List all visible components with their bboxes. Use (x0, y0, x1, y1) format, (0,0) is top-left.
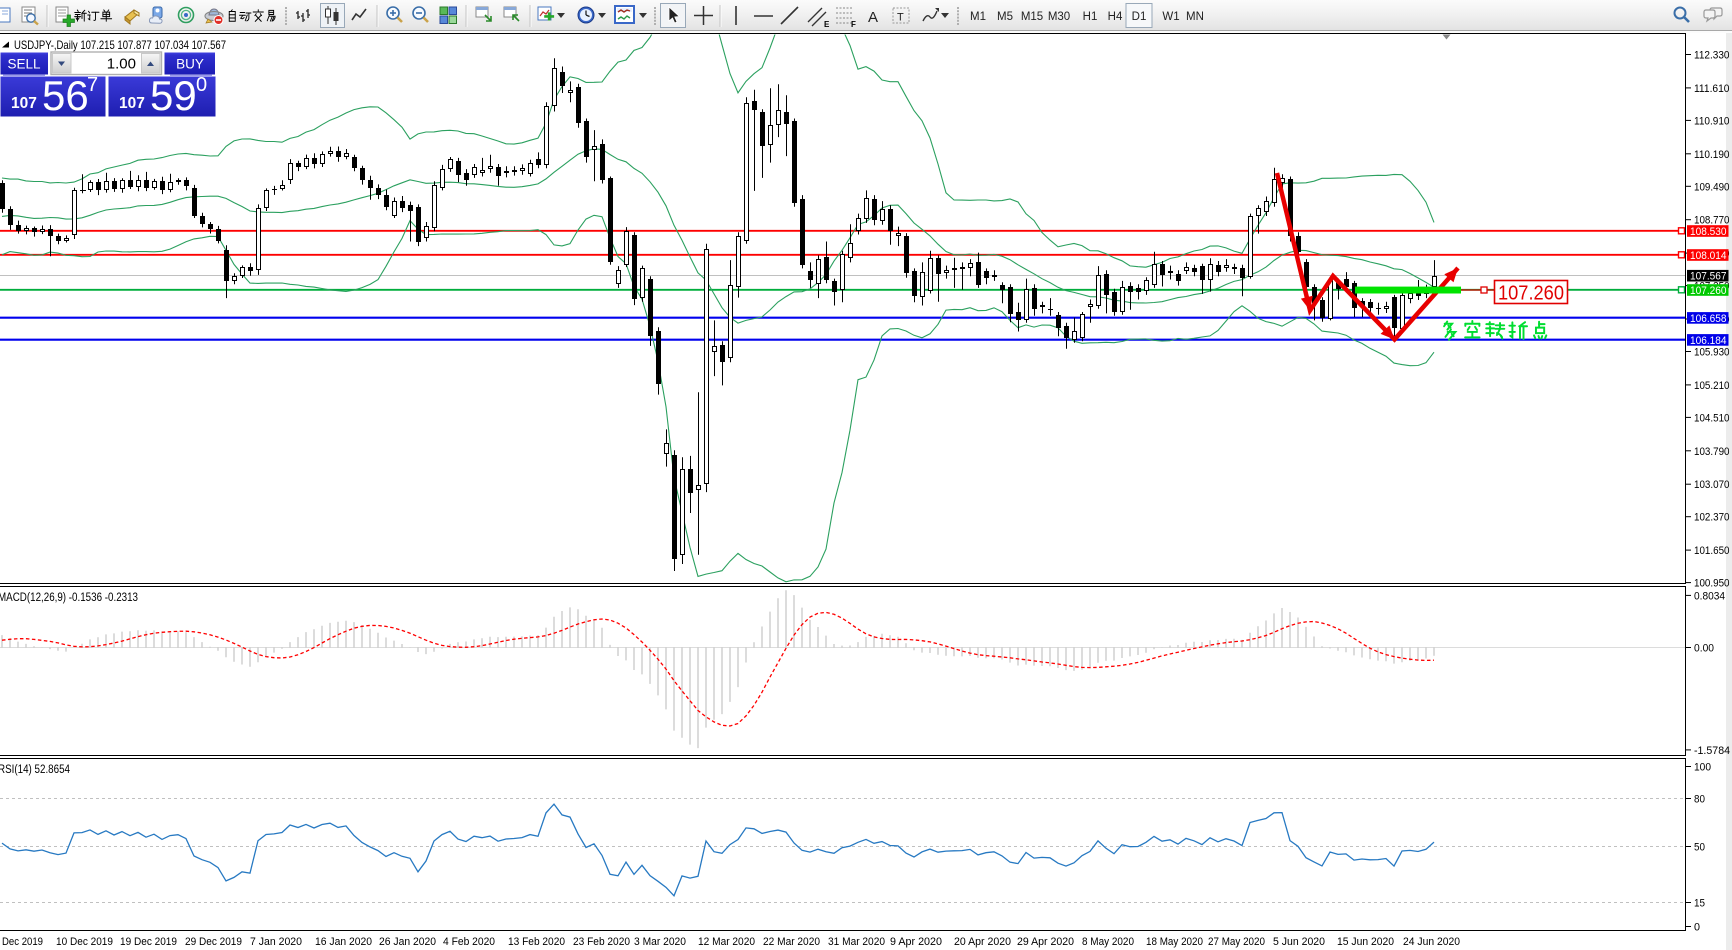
svg-text:1.00: 1.00 (107, 56, 136, 73)
svg-text:29 Apr 2020: 29 Apr 2020 (1017, 936, 1074, 948)
svg-text:107.260: 107.260 (1498, 282, 1564, 305)
svg-text:3 Mar 2020: 3 Mar 2020 (634, 936, 686, 948)
svg-text:29 Dec 2019: 29 Dec 2019 (185, 936, 242, 948)
svg-text:0.8034: 0.8034 (1694, 590, 1725, 602)
svg-text:80: 80 (1694, 794, 1705, 806)
svg-text:M1: M1 (970, 11, 986, 23)
svg-text:8 May 2020: 8 May 2020 (1082, 936, 1134, 948)
svg-text:16 Jan 2020: 16 Jan 2020 (315, 936, 372, 948)
svg-text:RSI(14) 52.8654: RSI(14) 52.8654 (0, 764, 71, 776)
svg-text:MN: MN (1186, 11, 1204, 23)
svg-text:50: 50 (1694, 842, 1705, 854)
svg-text:107: 107 (11, 95, 37, 112)
svg-text:E: E (824, 20, 830, 29)
svg-text:110.190: 110.190 (1694, 149, 1730, 161)
svg-text:0: 0 (1694, 922, 1700, 934)
svg-text:M30: M30 (1048, 11, 1070, 23)
svg-text:4 Feb 2020: 4 Feb 2020 (443, 936, 495, 948)
svg-text:31 Mar 2020: 31 Mar 2020 (828, 936, 885, 948)
svg-text:7: 7 (87, 74, 98, 96)
svg-text:100.950: 100.950 (1694, 578, 1730, 590)
svg-text:18 May 2020: 18 May 2020 (1146, 936, 1203, 948)
svg-text:106.184: 106.184 (1690, 335, 1727, 347)
svg-text:D1: D1 (1132, 11, 1147, 23)
svg-text:A: A (868, 9, 878, 26)
svg-text:101.650: 101.650 (1694, 545, 1730, 557)
svg-text:F: F (851, 20, 856, 29)
svg-text:T: T (897, 12, 904, 24)
svg-text:100: 100 (1694, 762, 1711, 774)
svg-text:15: 15 (1694, 898, 1705, 910)
svg-text:105.210: 105.210 (1694, 380, 1730, 392)
svg-text:107: 107 (119, 95, 145, 112)
svg-text:10 Dec 2019: 10 Dec 2019 (56, 936, 113, 948)
svg-text:103.070: 103.070 (1694, 479, 1730, 491)
svg-text:109.490: 109.490 (1694, 181, 1730, 193)
svg-text:0.00: 0.00 (1694, 643, 1714, 655)
svg-text:111.610: 111.610 (1694, 83, 1730, 95)
svg-text:112.330: 112.330 (1694, 50, 1730, 62)
svg-text:108.014: 108.014 (1690, 250, 1727, 262)
svg-text:27 May 2020: 27 May 2020 (1208, 936, 1265, 948)
svg-text:108.530: 108.530 (1690, 226, 1727, 238)
svg-text:59: 59 (150, 72, 197, 119)
svg-text:13 Feb 2020: 13 Feb 2020 (508, 936, 565, 948)
svg-text:110.910: 110.910 (1694, 115, 1730, 127)
svg-text:26 Jan 2020: 26 Jan 2020 (379, 936, 436, 948)
svg-text:107.567: 107.567 (1690, 271, 1727, 283)
svg-text:108.770: 108.770 (1694, 215, 1730, 227)
svg-text:M15: M15 (1021, 11, 1043, 23)
svg-text:MACD(12,26,9) -0.1536 -0.2313: MACD(12,26,9) -0.1536 -0.2313 (0, 592, 138, 604)
svg-text:102.370: 102.370 (1694, 512, 1730, 524)
svg-text:SELL: SELL (7, 57, 41, 72)
svg-text:12 Mar 2020: 12 Mar 2020 (698, 936, 755, 948)
svg-text:107.260: 107.260 (1690, 285, 1727, 297)
svg-text:-1.5784: -1.5784 (1694, 745, 1730, 757)
svg-text:106.658: 106.658 (1690, 313, 1727, 325)
svg-text:0: 0 (196, 74, 207, 96)
svg-text:H1: H1 (1083, 11, 1098, 23)
svg-text:105.930: 105.930 (1694, 347, 1730, 359)
svg-text:9 Apr 2020: 9 Apr 2020 (890, 936, 942, 948)
svg-text:USDJPY-,Daily 107.215 107.877: USDJPY-,Daily 107.215 107.877 107.034 10… (14, 38, 226, 52)
svg-text:W1: W1 (1162, 11, 1179, 23)
svg-text:15 Jun 2020: 15 Jun 2020 (1337, 936, 1394, 948)
svg-text:22 Mar 2020: 22 Mar 2020 (763, 936, 820, 948)
svg-text:24 Jun 2020: 24 Jun 2020 (1403, 936, 1460, 948)
svg-text:20 Apr 2020: 20 Apr 2020 (954, 936, 1011, 948)
svg-text:19 Dec 2019: 19 Dec 2019 (120, 936, 177, 948)
svg-text:H4: H4 (1108, 11, 1123, 23)
svg-text:7 Jan 2020: 7 Jan 2020 (250, 936, 302, 948)
svg-text:103.790: 103.790 (1694, 446, 1730, 458)
svg-text:BUY: BUY (176, 57, 204, 72)
svg-text:56: 56 (42, 72, 89, 119)
svg-text:Dec 2019: Dec 2019 (2, 936, 43, 948)
svg-text:5 Jun 2020: 5 Jun 2020 (1273, 936, 1325, 948)
svg-text:M5: M5 (997, 11, 1013, 23)
svg-text:23 Feb 2020: 23 Feb 2020 (573, 936, 630, 948)
svg-text:104.510: 104.510 (1694, 412, 1730, 424)
